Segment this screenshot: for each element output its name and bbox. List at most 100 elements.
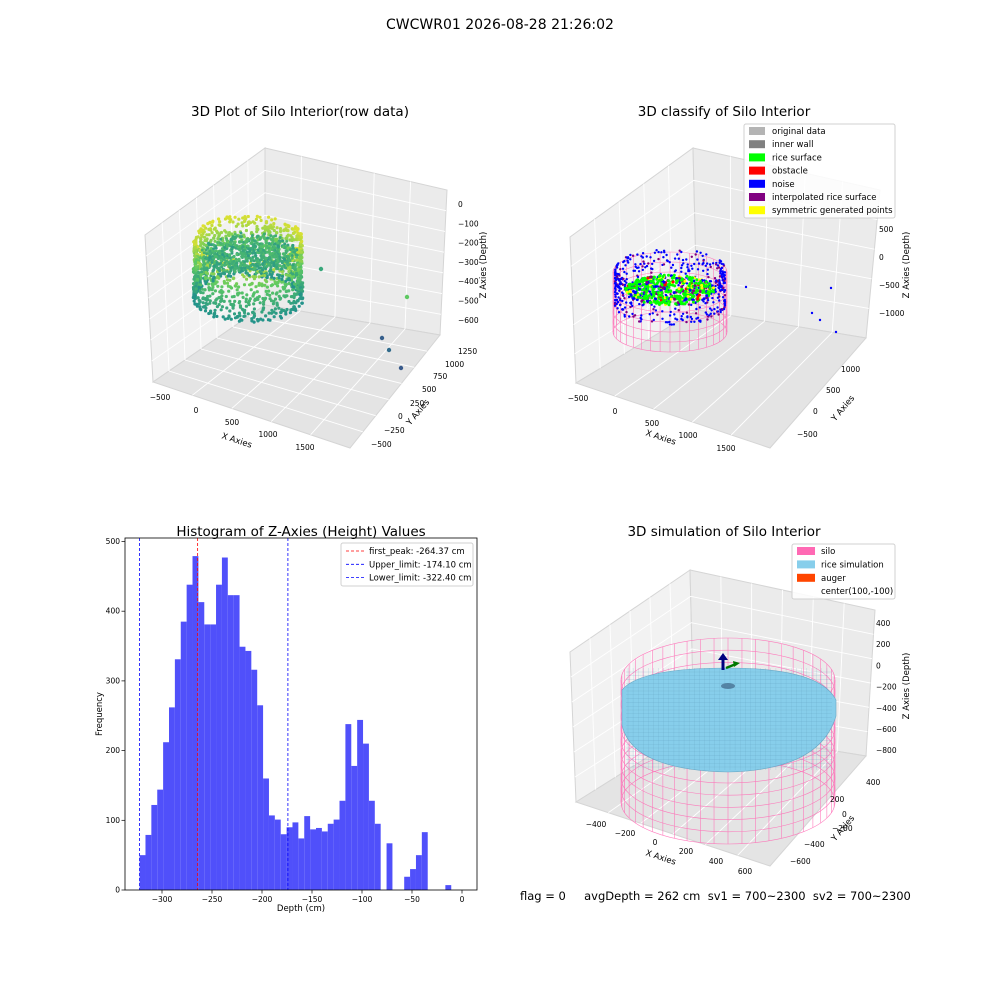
data-point: [628, 296, 630, 298]
x-tick-label: 200: [679, 847, 694, 856]
data-point: [276, 284, 279, 287]
data-point: [720, 270, 722, 272]
data-point: [259, 263, 262, 266]
legend-label: original data: [772, 127, 826, 137]
data-point: [217, 277, 220, 280]
data-point: [230, 250, 233, 253]
data-point: [649, 301, 652, 304]
data-point: [287, 278, 290, 281]
data-point: [618, 287, 620, 289]
data-point: [718, 266, 720, 268]
data-point: [214, 282, 217, 285]
data-point: [285, 290, 288, 293]
data-point: [724, 294, 726, 296]
data-point: [269, 253, 272, 256]
data-point: [652, 312, 654, 314]
histogram-bar: [304, 816, 310, 890]
data-point: [275, 292, 278, 295]
data-point: [202, 229, 205, 232]
x-axis-label: X Axies: [220, 431, 253, 450]
data-point: [268, 257, 271, 260]
data-point: [643, 279, 646, 282]
data-point: [713, 313, 715, 315]
data-point: [671, 284, 674, 287]
data-point: [213, 228, 216, 231]
data-point: [298, 305, 301, 308]
data-point: [685, 258, 687, 260]
data-point: [714, 277, 716, 279]
histogram-bar: [281, 834, 287, 890]
data-point: [293, 251, 296, 254]
data-point: [233, 241, 236, 244]
data-point: [268, 242, 271, 245]
data-point: [721, 289, 723, 291]
data-point: [229, 243, 232, 246]
data-point: [209, 250, 212, 253]
histogram-bar: [140, 855, 146, 890]
data-point: [252, 302, 255, 305]
data-point: [623, 314, 625, 316]
data-point: [717, 310, 719, 312]
x-tick-label: −250: [202, 895, 223, 904]
data-point: [214, 302, 217, 305]
x-tick-label: −500: [568, 394, 589, 403]
data-point: [278, 274, 281, 277]
data-point: [625, 282, 627, 284]
data-point: [241, 224, 244, 227]
data-point: [701, 291, 704, 294]
data-point: [220, 291, 223, 294]
z-tick-label: 0: [876, 661, 881, 670]
data-point: [229, 269, 232, 272]
data-point: [720, 311, 722, 313]
outlier-point: [387, 348, 391, 352]
noise-point: [835, 331, 837, 333]
data-point: [205, 249, 208, 252]
data-point: [618, 273, 620, 275]
data-point: [286, 244, 289, 247]
data-point: [619, 281, 621, 283]
data-point: [668, 282, 671, 285]
data-point: [216, 305, 219, 308]
data-point: [270, 218, 273, 221]
data-point: [195, 258, 198, 261]
data-point: [229, 275, 232, 278]
data-point: [220, 285, 223, 288]
data-point: [695, 308, 697, 310]
y-tick-label: 0: [813, 407, 818, 416]
data-point: [699, 252, 701, 254]
data-point: [265, 272, 268, 275]
data-point: [203, 288, 206, 291]
data-point: [243, 235, 246, 238]
data-point: [638, 303, 640, 305]
data-point: [696, 298, 699, 301]
data-point: [706, 262, 708, 264]
histogram-bar: [245, 651, 251, 890]
data-point: [262, 308, 265, 311]
data-point: [193, 275, 196, 278]
data-point: [646, 300, 649, 303]
data-point: [245, 229, 248, 232]
data-point: [722, 296, 724, 298]
data-point: [669, 314, 671, 316]
data-point: [662, 256, 664, 258]
data-point: [202, 255, 205, 258]
data-point: [625, 287, 628, 290]
data-point: [256, 318, 259, 321]
data-point: [279, 230, 282, 233]
data-point: [299, 296, 302, 299]
data-point: [674, 318, 676, 320]
data-point: [243, 275, 246, 278]
data-point: [624, 264, 626, 266]
data-point: [298, 254, 301, 257]
data-point: [618, 311, 620, 313]
histogram-bar: [228, 595, 234, 890]
data-point: [300, 260, 303, 263]
data-point: [238, 301, 241, 304]
data-point: [214, 309, 217, 312]
data-point: [694, 291, 697, 294]
data-point: [275, 231, 278, 234]
data-point: [228, 300, 231, 303]
y-tick-label: 750: [433, 372, 448, 381]
